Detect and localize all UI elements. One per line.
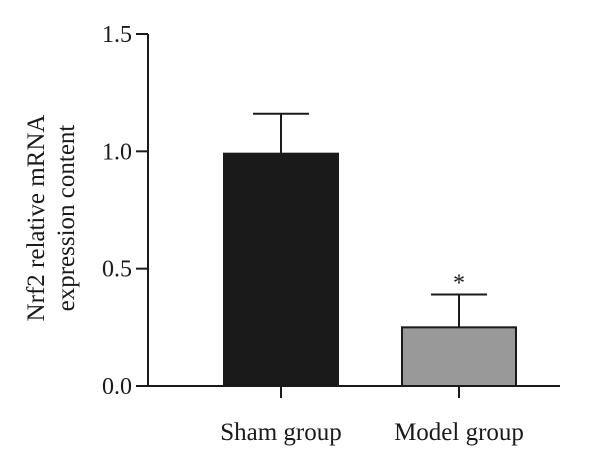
y-tick-label: 0.5: [102, 257, 132, 283]
bars: [223, 152, 517, 388]
y-axis-title-line-2: expression content: [53, 125, 80, 312]
x-axis: [148, 385, 560, 398]
bar-model-group: [401, 326, 517, 388]
y-axis-title: Nrf2 relative mRNA expression content: [23, 115, 80, 322]
y-tick-label: 1.0: [102, 139, 132, 165]
bar-sham-group: [223, 152, 339, 387]
y-tick-label: 0.0: [102, 374, 132, 400]
y-tick-label: 1.5: [102, 22, 132, 48]
x-tick-label: Model group: [394, 419, 524, 446]
y-axis-title-line-1: Nrf2 relative mRNA: [23, 115, 50, 322]
x-tick-labels: Sham group Model group: [220, 419, 524, 446]
annotations: *: [453, 270, 465, 296]
y-axis: 0.0 0.5 1.0 1.5: [102, 22, 149, 400]
significance-asterisk: *: [453, 270, 465, 296]
x-tick-label: Sham group: [220, 419, 342, 446]
error-bars: [253, 112, 487, 328]
